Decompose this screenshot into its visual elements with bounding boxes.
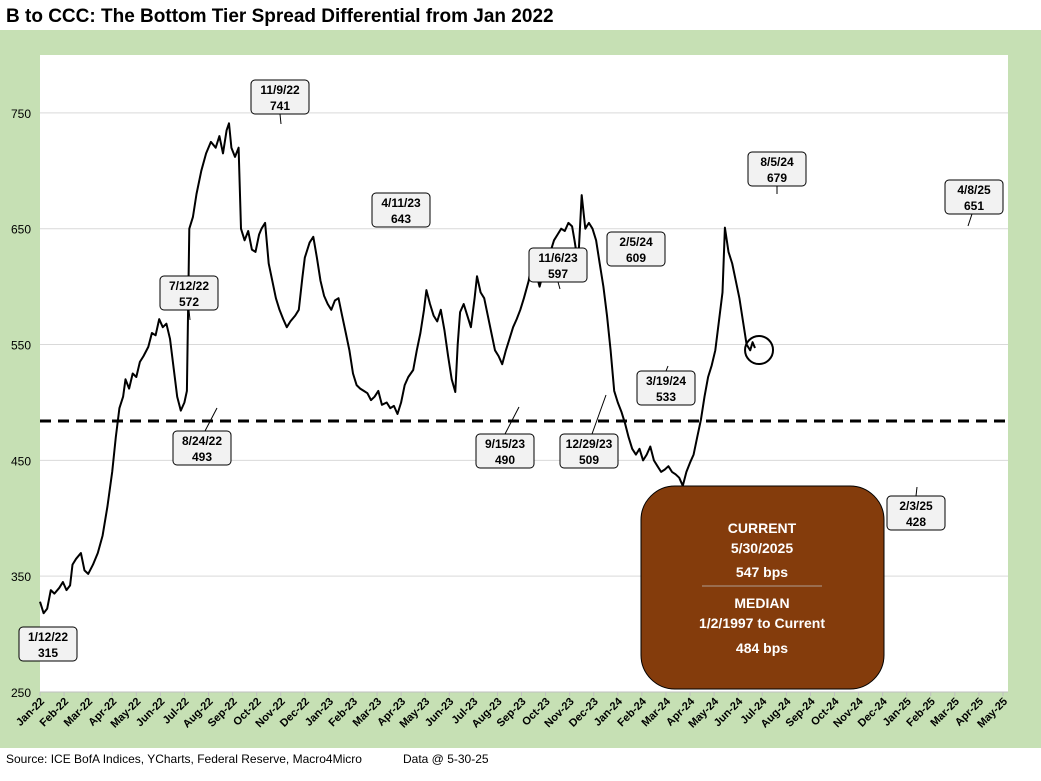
- y-tick-label: 550: [11, 339, 31, 353]
- callout-box: [747, 151, 807, 187]
- callout-leader: [204, 407, 218, 432]
- series-line: [39, 122, 756, 615]
- callout-date: 8/24/22: [182, 434, 222, 448]
- callout-value: 315: [38, 646, 58, 660]
- median-range: 1/2/1997 to Current: [699, 615, 825, 631]
- chart-title: B to CCC: The Bottom Tier Spread Differe…: [6, 6, 554, 27]
- annotation-callout: 3/19/24 533: [636, 365, 696, 406]
- callout-date: 12/29/23: [566, 437, 613, 451]
- callout-box: [159, 275, 219, 311]
- current-value: 547 bps: [736, 564, 788, 580]
- info-box-background: [640, 485, 885, 690]
- callout-value: 741: [270, 99, 290, 113]
- callout-leader: [279, 113, 282, 125]
- callout-leader: [557, 281, 561, 290]
- annotation-callout: 12/29/23 509: [559, 394, 619, 469]
- callout-box: [944, 179, 1004, 215]
- callout-value: 572: [179, 295, 199, 309]
- callout-leader: [915, 486, 918, 497]
- callout-box: [606, 231, 666, 267]
- current-label: CURRENT: [728, 520, 797, 536]
- annotation-callout: 2/5/24 609: [606, 231, 666, 267]
- y-axis: 250 350 450 550 650 750: [11, 107, 31, 700]
- callout-value: 679: [767, 171, 787, 185]
- callout-value: 490: [495, 453, 515, 467]
- callout-date: 8/5/24: [760, 155, 794, 169]
- callout-date: 2/5/24: [619, 235, 653, 249]
- median-label: MEDIAN: [734, 595, 789, 611]
- callout-leader: [591, 394, 607, 435]
- annotation-callout: 2/3/25 428: [886, 486, 946, 531]
- callout-value: 609: [626, 251, 646, 265]
- callout-date: 7/12/22: [169, 279, 209, 293]
- callout-value: 509: [579, 453, 599, 467]
- callout-value: 533: [656, 390, 676, 404]
- callout-box: [172, 430, 232, 466]
- callout-value: 597: [548, 267, 568, 281]
- callout-value: 643: [391, 212, 411, 226]
- callout-leader: [504, 406, 520, 435]
- annotation-callout: 1/12/22 315: [18, 626, 78, 662]
- annotation-callout: 7/12/22 572: [159, 275, 219, 321]
- callout-date: 1/12/22: [28, 630, 68, 644]
- annotation-callout: 11/9/22 741: [250, 79, 310, 125]
- annotation-callout: 8/5/24 679: [747, 151, 807, 194]
- callout-date: 11/6/23: [538, 251, 578, 265]
- callout-leader: [665, 365, 669, 372]
- y-tick-label: 250: [11, 686, 31, 700]
- callout-box: [559, 433, 619, 469]
- series-group: [39, 122, 775, 615]
- annotation-callout: 9/15/23 490: [475, 406, 535, 469]
- y-tick-label: 750: [11, 107, 31, 121]
- y-tick-label: 650: [11, 223, 31, 237]
- callout-box: [250, 79, 310, 115]
- callout-box: [475, 433, 535, 469]
- callout-date: 3/19/24: [646, 374, 686, 388]
- callout-value: 428: [906, 515, 926, 529]
- annotation-callouts: 1/12/22 315 7/12/22 572 8/24/22 493 11/9/22 741…: [18, 79, 1004, 662]
- callout-date: 11/9/22: [260, 83, 300, 97]
- callout-value: 651: [964, 199, 984, 213]
- current-date: 5/30/2025: [731, 540, 793, 556]
- callout-value: 493: [192, 450, 212, 464]
- annotation-callout: 4/8/25 651: [944, 179, 1004, 227]
- callout-date: 4/8/25: [957, 183, 991, 197]
- median-value: 484 bps: [736, 640, 788, 656]
- callout-box: [528, 247, 588, 283]
- source-note: Source: ICE BofA Indices, YCharts, Feder…: [6, 752, 362, 766]
- callout-box: [18, 626, 78, 662]
- annotation-callout: 11/6/23 597: [528, 247, 588, 290]
- callout-box: [886, 495, 946, 531]
- callout-leader: [188, 309, 191, 321]
- annotation-callout: 4/11/23 643: [371, 192, 431, 228]
- callout-date: 9/15/23: [485, 437, 525, 451]
- callout-box: [371, 192, 431, 228]
- y-tick-label: 350: [11, 570, 31, 584]
- annotation-callout: 8/24/22 493: [172, 407, 232, 466]
- current-point-circle: [744, 335, 775, 366]
- y-tick-label: 450: [11, 454, 31, 468]
- callout-date: 4/11/23: [381, 196, 421, 210]
- callout-box: [636, 370, 696, 406]
- info-box: CURRENT 5/30/2025 547 bps MEDIAN 1/2/199…: [640, 485, 885, 690]
- callout-leader: [967, 213, 973, 227]
- callout-date: 2/3/25: [899, 499, 933, 513]
- data-date-note: Data @ 5-30-25: [403, 752, 489, 766]
